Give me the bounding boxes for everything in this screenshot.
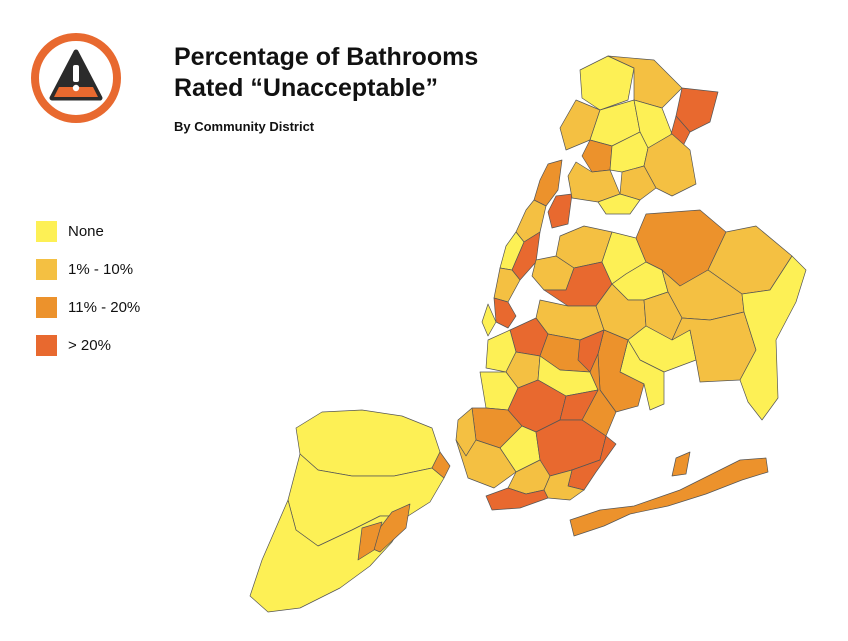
district-staten-island-shore-3 bbox=[357, 521, 383, 561]
legend-label-mid: 11% - 20% bbox=[68, 298, 141, 316]
district-manhattan-tip bbox=[481, 303, 497, 337]
warning-triangle-icon bbox=[31, 33, 121, 123]
map-subtitle: By Community District bbox=[174, 119, 315, 134]
legend-swatch-mid bbox=[36, 296, 57, 318]
district-manhattan-ues bbox=[511, 231, 541, 281]
district-manhattan-midtown bbox=[493, 267, 521, 303]
district-manhattan-lower bbox=[493, 297, 517, 329]
district-queens-broad-channel bbox=[671, 451, 691, 477]
district-staten-island-shore-1 bbox=[431, 451, 451, 479]
map-title: Percentage of Bathrooms Rated “Unaccepta… bbox=[174, 42, 478, 104]
district-bronx-northeast bbox=[675, 87, 719, 133]
district-queens-rockaway bbox=[569, 457, 769, 537]
district-manhattan-washington-hts bbox=[515, 199, 547, 243]
legend-swatch-none bbox=[36, 220, 57, 242]
district-bronx-morris bbox=[581, 139, 613, 173]
legend-label-low: 1% - 10% bbox=[68, 260, 134, 278]
legend-label-none: None bbox=[68, 222, 104, 240]
district-queens-east bbox=[739, 255, 807, 421]
legend-item-none: None bbox=[36, 212, 140, 250]
district-staten-island-north bbox=[295, 409, 441, 477]
district-brooklyn-coney-island bbox=[485, 487, 549, 511]
legend-swatch-low bbox=[36, 258, 57, 280]
legend-item-low: 1% - 10% bbox=[36, 250, 140, 288]
map-title-line-2: Rated “Unacceptable” bbox=[174, 74, 438, 102]
district-bronx-soundview bbox=[619, 165, 657, 201]
district-queens-queens-village bbox=[671, 311, 757, 383]
district-manhattan-harlem bbox=[547, 193, 573, 229]
legend-swatch-high bbox=[36, 334, 57, 356]
district-bronx-kingsbridge bbox=[559, 99, 601, 151]
legend: None 1% - 10% 11% - 20% > 20% bbox=[36, 212, 140, 364]
legend-item-high: > 20% bbox=[36, 326, 140, 364]
legend-label-high: > 20% bbox=[68, 336, 111, 354]
map-title-line-1: Percentage of Bathrooms bbox=[174, 43, 479, 71]
district-brooklyn-bay-ridge bbox=[455, 439, 517, 489]
district-bronx-hunts-point bbox=[597, 193, 641, 215]
legend-item-mid: 11% - 20% bbox=[36, 288, 140, 326]
